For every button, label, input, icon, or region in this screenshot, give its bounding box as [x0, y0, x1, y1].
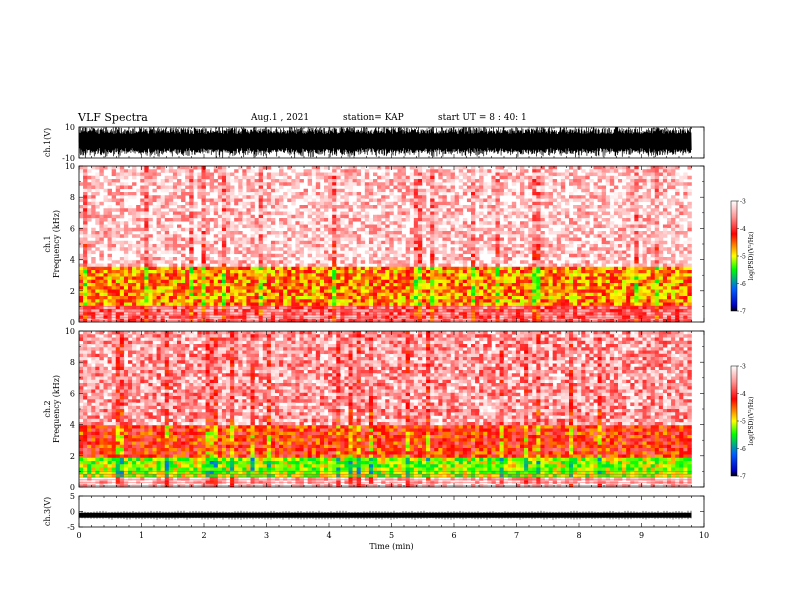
y-axis-label: Frequency (kHz) — [52, 210, 61, 278]
x-tick-label: 3 — [264, 531, 269, 540]
y-tick-label: 0 — [70, 318, 75, 327]
y-axis-label: ch.2 — [43, 400, 52, 417]
x-tick-label: 2 — [201, 531, 206, 540]
colorbar-tick-label: -6 — [740, 281, 746, 288]
colorbar-label: log(PSD)(V²/Hz) — [748, 232, 755, 281]
y-tick-label: 10 — [65, 327, 75, 336]
spectrogram-ch1 — [79, 166, 692, 323]
x-tick-label: 8 — [576, 531, 581, 540]
y-tick-label: 0 — [70, 508, 75, 517]
x-tick-label: 9 — [639, 531, 644, 540]
y-tick-label: 6 — [70, 224, 75, 233]
y-tick-label: 6 — [70, 389, 75, 398]
y-axis-label: ch.1(V) — [43, 128, 52, 157]
y-tick-label: -5 — [67, 523, 75, 532]
x-tick-label: 7 — [514, 531, 519, 540]
colorbar-tick-label: -5 — [740, 419, 746, 426]
start-time-label: start UT = 8 : 40: 1 — [438, 113, 527, 123]
colorbar-tick-label: -5 — [740, 254, 746, 261]
y-axis-label: ch.3(V) — [43, 497, 52, 526]
x-tick-label: 6 — [451, 531, 456, 540]
y-tick-label: 5 — [70, 492, 75, 501]
waveform-ch1-trace — [78, 126, 692, 158]
x-tick-label: 4 — [326, 531, 331, 540]
spectrogram-ch2 — [79, 331, 692, 488]
y-tick-label: -10 — [62, 154, 75, 163]
colorbar-tick-label: -6 — [740, 446, 746, 453]
colorbar-tick-label: -3 — [740, 199, 746, 206]
y-tick-label: 10 — [65, 123, 75, 132]
y-axis-label: ch.1 — [43, 235, 52, 252]
y-tick-label: 8 — [70, 193, 75, 202]
y-tick-label: 8 — [70, 358, 75, 367]
colorbar-tick-label: -7 — [740, 474, 746, 481]
x-tick-label: 1 — [139, 531, 144, 540]
x-axis-label: Time (min) — [369, 542, 413, 551]
y-axis-label: Frequency (kHz) — [52, 375, 61, 443]
y-tick-label: 2 — [70, 287, 75, 296]
colorbar-label: log(PSD)(V²/Hz) — [748, 397, 755, 446]
colorbar-tick-label: -7 — [740, 309, 746, 316]
colorbar-tick-label: -4 — [740, 391, 746, 398]
y-tick-label: 4 — [70, 256, 75, 265]
x-tick-label: 5 — [389, 531, 394, 540]
y-tick-label: 10 — [65, 162, 75, 171]
colorbar-tick-label: -4 — [740, 226, 746, 233]
x-tick-label: 0 — [76, 531, 81, 540]
y-tick-label: 0 — [70, 483, 75, 492]
waveform-ch1 — [78, 126, 692, 158]
station-label: station= KAP — [343, 113, 404, 123]
chart-title: VLF Spectra — [78, 111, 148, 124]
x-tick-label: 10 — [699, 531, 709, 540]
date-label: Aug.1 , 2021 — [251, 113, 310, 123]
y-tick-label: 2 — [70, 452, 75, 461]
colorbar-tick-label: -3 — [740, 364, 746, 371]
colorbar — [730, 365, 738, 477]
colorbar — [730, 200, 738, 312]
waveform-ch3 — [78, 510, 692, 520]
y-tick-label: 4 — [70, 421, 75, 430]
